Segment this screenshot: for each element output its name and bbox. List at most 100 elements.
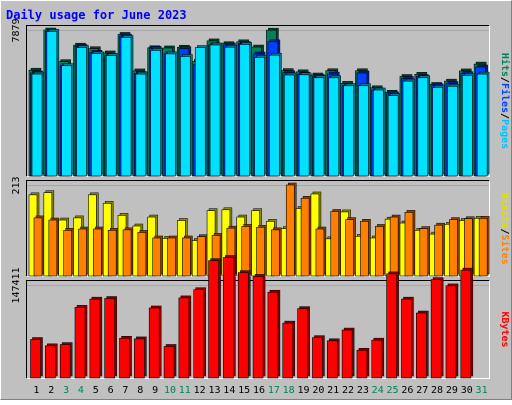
bar-kbytes-day-9 — [148, 307, 160, 379]
x-tick-label-day-23: 23 — [357, 385, 369, 396]
bar-sites-day-10 — [167, 237, 176, 277]
legend-label-pages: Pages — [499, 119, 510, 149]
bar-kbytes-day-13 — [208, 260, 219, 379]
bar-pages-day-8 — [135, 73, 147, 177]
bar-sites-day-22 — [345, 219, 354, 277]
bar-kbytes-day-4 — [74, 307, 86, 379]
bar-kbytes-day-2 — [45, 345, 56, 379]
x-tick-label-day-7: 7 — [122, 385, 128, 396]
x-tick-label-day-29: 29 — [446, 385, 458, 396]
bar-pages-day-23 — [358, 85, 369, 177]
bar-sites-day-17 — [271, 229, 280, 277]
bar-kbytes-day-16 — [252, 276, 264, 379]
bar-pages-day-10 — [165, 53, 176, 177]
x-tick-label-day-28: 28 — [431, 385, 443, 396]
kbytes-legend: KBytes — [499, 311, 510, 347]
bar-kbytes-day-26 — [401, 298, 412, 379]
bar-sites-day-31 — [478, 218, 488, 277]
x-tick-label-day-10: 10 — [164, 385, 176, 396]
bar-kbytes-day-22 — [341, 329, 353, 379]
bar-pages-day-30 — [462, 75, 473, 177]
x-tick-label-day-31: 31 — [476, 385, 488, 396]
bar-sites-day-12 — [196, 236, 206, 277]
x-tick-label-day-6: 6 — [108, 385, 114, 396]
chart-title: Daily usage for June 2023 — [6, 8, 187, 22]
bar-pages-day-5 — [91, 53, 102, 177]
bar-sites-day-18 — [285, 184, 295, 277]
bar-pages-day-15 — [239, 44, 251, 177]
x-tick-label-day-14: 14 — [223, 385, 235, 396]
bar-pages-day-25 — [387, 95, 399, 177]
bar-pages-day-22 — [343, 85, 354, 177]
bar-kbytes-day-17 — [267, 291, 279, 379]
bar-pages-day-4 — [76, 47, 87, 177]
bar-kbytes-day-27 — [416, 312, 427, 379]
x-tick-label-day-3: 3 — [63, 385, 69, 396]
bar-kbytes-day-10 — [163, 346, 175, 379]
x-tick-label-day-1: 1 — [33, 385, 39, 396]
bar-kbytes-day-14 — [223, 257, 234, 379]
bar-sites-day-30 — [464, 218, 473, 277]
x-tick-label-day-30: 30 — [461, 385, 473, 396]
bar-sites-day-28 — [434, 224, 443, 277]
legend-label-hits: Hits — [499, 53, 511, 77]
bar-pages-day-31 — [476, 73, 488, 177]
bar-kbytes-day-6 — [104, 298, 115, 379]
bar-pages-day-9 — [150, 50, 162, 177]
bar-kbytes-day-19 — [297, 308, 308, 379]
plot-border-bottom-2 — [26, 280, 490, 379]
bar-sites-day-2 — [48, 219, 58, 277]
bar-pages-day-3 — [61, 65, 72, 177]
x-tick-label-day-17: 17 — [268, 385, 280, 396]
bar-kbytes-day-25 — [386, 273, 397, 379]
y-max-label-kbytes: 147411 — [11, 267, 22, 303]
bar-pages-day-26 — [402, 80, 414, 177]
bar-sites-day-5 — [93, 228, 102, 277]
bar-kbytes-day-5 — [89, 298, 101, 379]
hits_files_pages-legend-separator: / — [499, 77, 510, 83]
bar-sites-day-23 — [360, 221, 369, 277]
visits_sites-legend-separator: / — [499, 228, 510, 234]
bar-kbytes-day-12 — [193, 289, 205, 379]
bar-pages-day-29 — [447, 86, 458, 177]
bar-pages-day-17 — [269, 54, 280, 177]
x-tick-label-day-13: 13 — [208, 385, 220, 396]
legend-label-kbytes: KBytes — [499, 311, 510, 347]
x-tick-label-day-25: 25 — [387, 385, 399, 396]
legend-label-files: Files — [499, 83, 511, 113]
bar-sites-day-11 — [182, 237, 191, 277]
x-tick-label-day-22: 22 — [342, 385, 354, 396]
bar-kbytes-day-7 — [119, 337, 130, 379]
x-tick-label-day-26: 26 — [401, 385, 413, 396]
x-tick-label-day-11: 11 — [179, 385, 191, 396]
plot-border-top-2 — [26, 280, 490, 379]
x-tick-label-day-18: 18 — [283, 385, 295, 396]
bar-sites-day-4 — [78, 228, 87, 277]
bar-pages-day-7 — [120, 37, 132, 177]
y-max-label-hits_files_pages: 7879 — [11, 18, 22, 42]
bar-pages-day-20 — [313, 77, 325, 177]
bar-kbytes-day-23 — [356, 349, 368, 379]
x-tick-label-day-2: 2 — [48, 385, 54, 396]
y-max-label-visits_sites: 213 — [11, 176, 22, 194]
plot-border-bottom-0 — [26, 25, 490, 177]
bar-sites-day-7 — [122, 229, 132, 277]
bar-pages-day-1 — [31, 73, 43, 177]
bar-pages-day-14 — [224, 46, 236, 177]
bar-sites-day-20 — [315, 228, 325, 277]
bar-sites-day-9 — [152, 237, 162, 277]
plot-border-top-1 — [26, 180, 490, 277]
bar-kbytes-day-8 — [134, 338, 145, 379]
x-tick-label-day-24: 24 — [372, 385, 384, 396]
bar-sites-day-27 — [419, 228, 429, 277]
bar-sites-day-29 — [449, 219, 458, 277]
bar-sites-day-1 — [33, 217, 43, 277]
bar-kbytes-day-15 — [237, 272, 249, 379]
bar-pages-day-19 — [298, 74, 310, 177]
bar-pages-day-24 — [372, 89, 384, 177]
bar-sites-day-15 — [241, 226, 251, 277]
hits_files_pages-legend: Hits/Files/Pages — [499, 53, 511, 149]
bar-sites-day-6 — [107, 229, 117, 277]
x-tick-label-day-4: 4 — [78, 385, 84, 396]
